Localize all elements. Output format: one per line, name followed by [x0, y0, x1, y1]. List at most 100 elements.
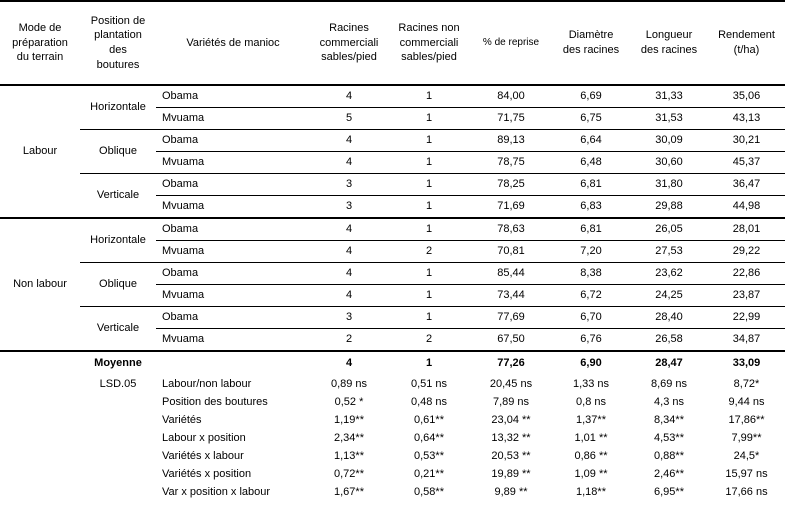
value-cell: 1 [388, 129, 470, 152]
variety-cell: Obama [156, 173, 310, 196]
value-cell: 20,53 ** [491, 450, 531, 462]
table-row: Labour Horizontale Obama 4 1 84,00 6,69 … [0, 85, 785, 219]
value-cell: 4 [310, 284, 388, 307]
value-cell: 22,99 [708, 306, 785, 329]
value-cell: 78,25 [470, 173, 552, 196]
value-cell: 28,47 [655, 357, 683, 369]
value-cell: 3 [310, 195, 388, 219]
value-cell: 4,53** [654, 432, 684, 444]
lsd-row: Variétés x labour 1,13** 0,53** 20,53 **… [0, 447, 785, 465]
value-cell: 30,60 [630, 151, 708, 174]
empty-cell [0, 411, 80, 429]
value-cell: 71,75 [470, 107, 552, 130]
variety-cell: Mvuama [156, 240, 310, 263]
value-cell: 34,87 [708, 328, 785, 352]
value-cell: 31,53 [630, 107, 708, 130]
value-cell: 1,09 ** [574, 468, 608, 480]
value-cell: 31,80 [630, 173, 708, 196]
value-cell: 8,69 ns [650, 378, 688, 390]
value-cell: 2 [388, 328, 470, 352]
value-cell: 2,46** [654, 468, 684, 480]
value-cell: 30,21 [708, 129, 785, 152]
value-cell: 19,89 ** [491, 468, 531, 480]
variety-cell: Mvuama [156, 151, 310, 174]
variety-cell: Mvuama [156, 328, 310, 352]
empty-cell [0, 483, 80, 501]
value-cell: 0,86 ** [574, 450, 608, 462]
value-cell: 0,51 ns [410, 378, 448, 390]
value-cell: 6,76 [552, 328, 630, 352]
value-cell: 4 [310, 262, 388, 285]
table-row: Mvuama 4 1 73,44 6,72 24,25 23,87 [0, 284, 785, 307]
effect-label: Var x position x labour [162, 486, 271, 498]
value-cell: 4,3 ns [654, 396, 684, 408]
table-row: Verticale Obama 3 1 78,25 6,81 31,80 36,… [0, 173, 785, 219]
table-row: Mvuama 5 1 71,75 6,75 31,53 43,13 [0, 107, 785, 130]
value-cell: 24,25 [630, 284, 708, 307]
value-cell: 67,50 [470, 328, 552, 352]
lsd-row: Variétés 1,19** 0,61** 23,04 ** 1,37** 8… [0, 411, 785, 429]
value-cell: 28,01 [708, 218, 785, 241]
lsd-row: Position des boutures 0,52 * 0,48 ns 7,8… [0, 393, 785, 411]
value-cell: 28,40 [630, 306, 708, 329]
empty-cell [0, 447, 80, 465]
value-cell: 4 [310, 85, 388, 108]
header-row: Mode de préparation du terrain Position … [0, 1, 785, 86]
column-header-noncommercial-roots: Racines non commerciali sables/pied [388, 1, 470, 86]
effect-label: Variétés x position [162, 468, 252, 480]
moyenne-row: Moyenne 4 1 77,26 6,90 28,47 33,09 [0, 351, 785, 375]
value-cell: 43,13 [708, 107, 785, 130]
column-header-root-length: Longueur des racines [630, 1, 708, 86]
column-header-root-diameter: Diamètre des racines [552, 1, 630, 86]
value-cell: 70,81 [470, 240, 552, 263]
position-cell: Verticale [80, 306, 156, 352]
lsd-row: Variétés x position 0,72** 0,21** 19,89 … [0, 465, 785, 483]
value-cell: 85,44 [470, 262, 552, 285]
value-cell: 1 [388, 85, 470, 108]
column-header-position: Position de plantation des boutures [80, 1, 156, 86]
table-row: Verticale Obama 3 1 77,69 6,70 28,40 22,… [0, 306, 785, 352]
empty-cell [80, 393, 156, 411]
effect-label: Labour x position [162, 432, 246, 444]
variety-cell: Obama [156, 306, 310, 329]
value-cell: 15,97 ns [725, 468, 768, 480]
value-cell: 2 [310, 328, 388, 352]
empty-cell [80, 483, 156, 501]
value-cell: 6,90 [580, 357, 602, 369]
value-cell: 6,70 [552, 306, 630, 329]
variety-cell: Mvuama [156, 284, 310, 307]
results-table: Mode de préparation du terrain Position … [0, 0, 785, 501]
value-cell: 2,34** [334, 432, 364, 444]
empty-cell [0, 375, 80, 393]
value-cell: 0,61** [414, 414, 444, 426]
empty-cell [0, 393, 80, 411]
value-cell: 0,89 ns [330, 378, 368, 390]
value-cell: 7,99** [731, 432, 762, 444]
value-cell: 1,19** [334, 414, 364, 426]
value-cell: 6,81 [552, 173, 630, 196]
empty-cell [80, 429, 156, 447]
empty-cell [156, 351, 310, 375]
value-cell: 6,72 [552, 284, 630, 307]
value-cell: 78,75 [470, 151, 552, 174]
column-header-yield: Rendement (t/ha) [708, 1, 785, 86]
table-row: Non labour Horizontale Obama 4 1 78,63 6… [0, 218, 785, 352]
position-cell: Horizontale [80, 218, 156, 263]
column-header-variety: Variétés de manioc [156, 1, 310, 86]
value-cell: 0,48 ns [410, 396, 448, 408]
value-cell: 9,89 ** [494, 486, 528, 498]
value-cell: 1,18** [576, 486, 606, 498]
value-cell: 17,86** [728, 414, 765, 426]
value-cell: 4 [310, 129, 388, 152]
variety-cell: Mvuama [156, 107, 310, 130]
value-cell: 8,72* [733, 378, 760, 390]
value-cell: 0,52 * [334, 396, 364, 408]
value-cell: 3 [310, 306, 388, 329]
table-row: Mvuama 3 1 71,69 6,83 29,88 44,98 [0, 195, 785, 219]
empty-cell [0, 465, 80, 483]
value-cell: 20,45 ns [489, 378, 533, 390]
variety-cell: Obama [156, 129, 310, 152]
value-cell: 6,64 [552, 129, 630, 152]
column-header-mode: Mode de préparation du terrain [0, 1, 80, 86]
value-cell: 4 [310, 240, 388, 263]
